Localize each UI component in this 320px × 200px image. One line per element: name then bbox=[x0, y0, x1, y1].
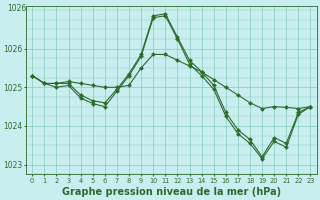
Text: 1026: 1026 bbox=[7, 4, 26, 13]
X-axis label: Graphe pression niveau de la mer (hPa): Graphe pression niveau de la mer (hPa) bbox=[62, 187, 281, 197]
